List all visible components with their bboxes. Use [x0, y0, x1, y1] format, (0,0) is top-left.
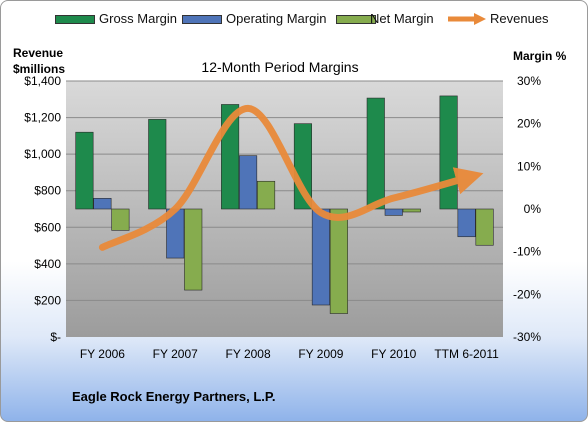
bar — [148, 119, 167, 210]
x-axis-tick-labels: FY 2006 FY 2007 FY 2008 FY 2009 FY 2010 TTM 6… — [80, 347, 499, 361]
legend-label: Gross Margin — [99, 11, 178, 26]
category-label: FY 2008 — [226, 347, 271, 361]
category-label: TTM 6-2011 — [434, 347, 499, 361]
legend-label: Operating Margin — [226, 11, 327, 26]
legend-swatch-operating — [182, 15, 222, 24]
bar — [366, 97, 385, 210]
left-tick-label: $1,000 — [24, 147, 61, 161]
category-label: FY 2006 — [80, 347, 125, 361]
left-tick-label: $- — [50, 330, 61, 344]
legend-swatch-gross — [55, 15, 95, 24]
left-tick-label: $400 — [34, 257, 61, 271]
legend-arrow-icon — [448, 13, 486, 25]
right-tick-label: 20% — [517, 117, 541, 131]
legend-swatch-net — [336, 15, 376, 24]
right-axis-tick-labels: -30% -20% -10% 0% 10% 20% 30% — [513, 74, 541, 344]
category-label: FY 2009 — [298, 347, 343, 361]
bar — [384, 208, 403, 216]
right-tick-label: 10% — [517, 159, 541, 173]
right-tick-label: -30% — [513, 330, 541, 344]
bar — [257, 180, 276, 210]
bar — [184, 208, 203, 291]
revenue-line-series — [98, 104, 484, 251]
plot-area — [66, 81, 503, 337]
category-label: FY 2010 — [371, 347, 416, 361]
bar — [457, 208, 476, 238]
right-tick-label: -20% — [513, 287, 541, 301]
right-tick-label: -10% — [513, 245, 541, 259]
chart-title: 12-Month Period Margins — [201, 59, 359, 75]
right-tick-label: 30% — [517, 74, 541, 88]
bar — [402, 208, 421, 213]
bar — [75, 131, 94, 210]
left-axis-title-line1: Revenue — [13, 46, 64, 60]
legend-label: Revenues — [490, 11, 549, 26]
right-axis-title: Margin % — [513, 49, 567, 63]
bar — [439, 95, 458, 210]
left-tick-label: $800 — [34, 184, 61, 198]
bar — [311, 208, 330, 306]
left-tick-label: $1,200 — [24, 111, 61, 125]
left-tick-label: $600 — [34, 220, 61, 234]
left-tick-label: $200 — [34, 293, 61, 307]
left-axis-title-line2: $millions — [13, 62, 66, 76]
left-axis-title: Revenue $millions — [13, 45, 65, 77]
left-axis-tick-labels: $- $200 $400 $600 $800 $1,000 $1,200 $1,400 — [24, 74, 61, 344]
bar — [239, 155, 258, 210]
bar — [93, 198, 112, 210]
legend-label: Net Margin — [370, 11, 434, 26]
company-name: Eagle Rock Energy Partners, L.P. — [72, 389, 276, 404]
left-tick-label: $1,400 — [24, 74, 61, 88]
bar — [475, 208, 494, 246]
category-label: FY 2007 — [153, 347, 198, 361]
bar — [329, 208, 348, 314]
bar — [111, 208, 130, 231]
right-tick-label: 0% — [524, 202, 542, 216]
